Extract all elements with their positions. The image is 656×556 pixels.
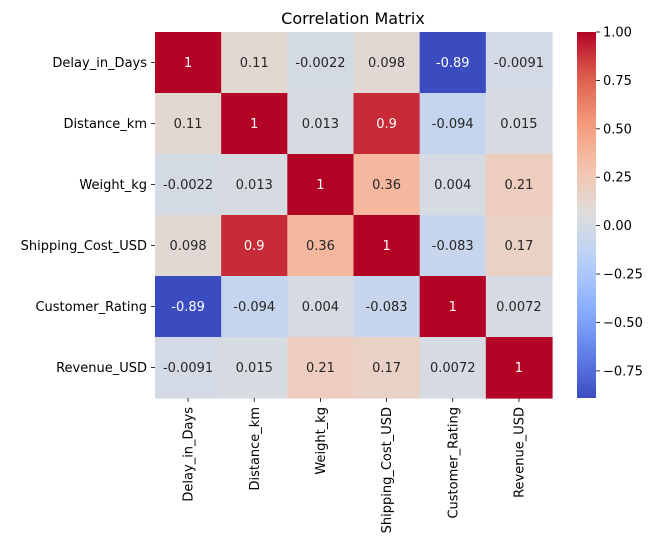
cell-annotation: -0.083 (432, 239, 474, 254)
cell-annotation: 1 (184, 56, 192, 71)
cell-annotation: -0.094 (432, 117, 474, 132)
cell-annotation: 0.015 (236, 361, 273, 376)
colorbar-tick-label: −0.25 (603, 268, 643, 283)
colorbar-gradient (577, 32, 596, 398)
cell-annotation: -0.0091 (494, 56, 544, 71)
y-tick-label: Customer_Rating (35, 300, 147, 315)
cell-annotation: 0.17 (372, 361, 401, 376)
cell-annotation: 0.013 (236, 178, 273, 193)
y-tick-label: Distance_km (63, 117, 147, 132)
cell-annotation: -0.0022 (163, 178, 213, 193)
colorbar-tick-label: 0.25 (603, 171, 632, 186)
x-tick-label: Revenue_USD (512, 407, 527, 498)
cell-annotation: 0.0072 (430, 361, 476, 376)
cell-annotation: 0.004 (302, 300, 339, 315)
colorbar-tick-label: 0.75 (603, 74, 632, 89)
cell-annotation: 1 (449, 300, 457, 315)
colorbar-tick-label: 0.50 (603, 122, 632, 137)
y-tick-label: Revenue_USD (56, 361, 147, 376)
cell-annotation: 0.21 (306, 361, 335, 376)
cell-annotation: -0.89 (171, 300, 205, 315)
cell-annotation: -0.083 (366, 300, 408, 315)
y-tick-label: Delay_in_Days (52, 56, 147, 71)
cell-annotation: 0.9 (376, 117, 397, 132)
cell-annotation: 0.17 (504, 239, 533, 254)
cell-annotation: -0.0091 (163, 361, 213, 376)
cell-annotation: 0.098 (169, 239, 206, 254)
cell-annotation: -0.89 (436, 56, 470, 71)
x-tick-label: Customer_Rating (446, 407, 461, 519)
cell-annotation: 0.9 (244, 239, 265, 254)
cell-annotation: 0.11 (240, 56, 269, 71)
cell-annotation: -0.0022 (295, 56, 345, 71)
cell-annotation: 0.098 (368, 56, 405, 71)
cell-annotation: 0.21 (504, 178, 533, 193)
heatmap-cells: 1 0.11 -0.0022 0.098 -0.89 -0.0091 0.11 1 0.013 0… (155, 32, 553, 399)
x-tick-label: Weight_kg (314, 407, 329, 475)
cell-annotation: 0.36 (372, 178, 401, 193)
x-tick-label: Delay_in_Days (182, 407, 197, 502)
correlation-heatmap: Correlation Matrix 1 0.11 -0.0022 0.098 -0.8… (0, 0, 656, 556)
colorbar-tick-label: 1.00 (603, 26, 632, 41)
cell-annotation: 1 (515, 361, 523, 376)
cell-annotation: 0.36 (306, 239, 335, 254)
y-tick-label: Shipping_Cost_USD (21, 239, 147, 254)
colorbar-tick-label: −0.50 (603, 316, 643, 331)
chart-container: Correlation Matrix 1 0.11 -0.0022 0.098 -0.8… (0, 0, 656, 556)
colorbar-tick-label: 0.00 (603, 219, 632, 234)
colorbar-tick-label: −0.75 (603, 364, 643, 379)
cell-annotation: -0.094 (233, 300, 275, 315)
x-tick-label: Distance_km (248, 407, 263, 491)
cell-annotation: 0.015 (500, 117, 537, 132)
colorbar: 1.00 0.75 0.50 0.25 0.00 −0.25 −0.50 −0.75 (577, 26, 643, 399)
cell-annotation: 0.013 (302, 117, 339, 132)
cell-annotation: 1 (382, 239, 390, 254)
y-tick-label: Weight_kg (79, 178, 147, 193)
cell-annotation: 0.004 (434, 178, 471, 193)
x-tick-label: Shipping_Cost_USD (380, 407, 395, 533)
cell-annotation: 0.11 (174, 117, 203, 132)
cell-annotation: 1 (316, 178, 324, 193)
chart-title: Correlation Matrix (281, 9, 425, 28)
cell-annotation: 1 (250, 117, 258, 132)
cell-annotation: 0.0072 (496, 300, 542, 315)
